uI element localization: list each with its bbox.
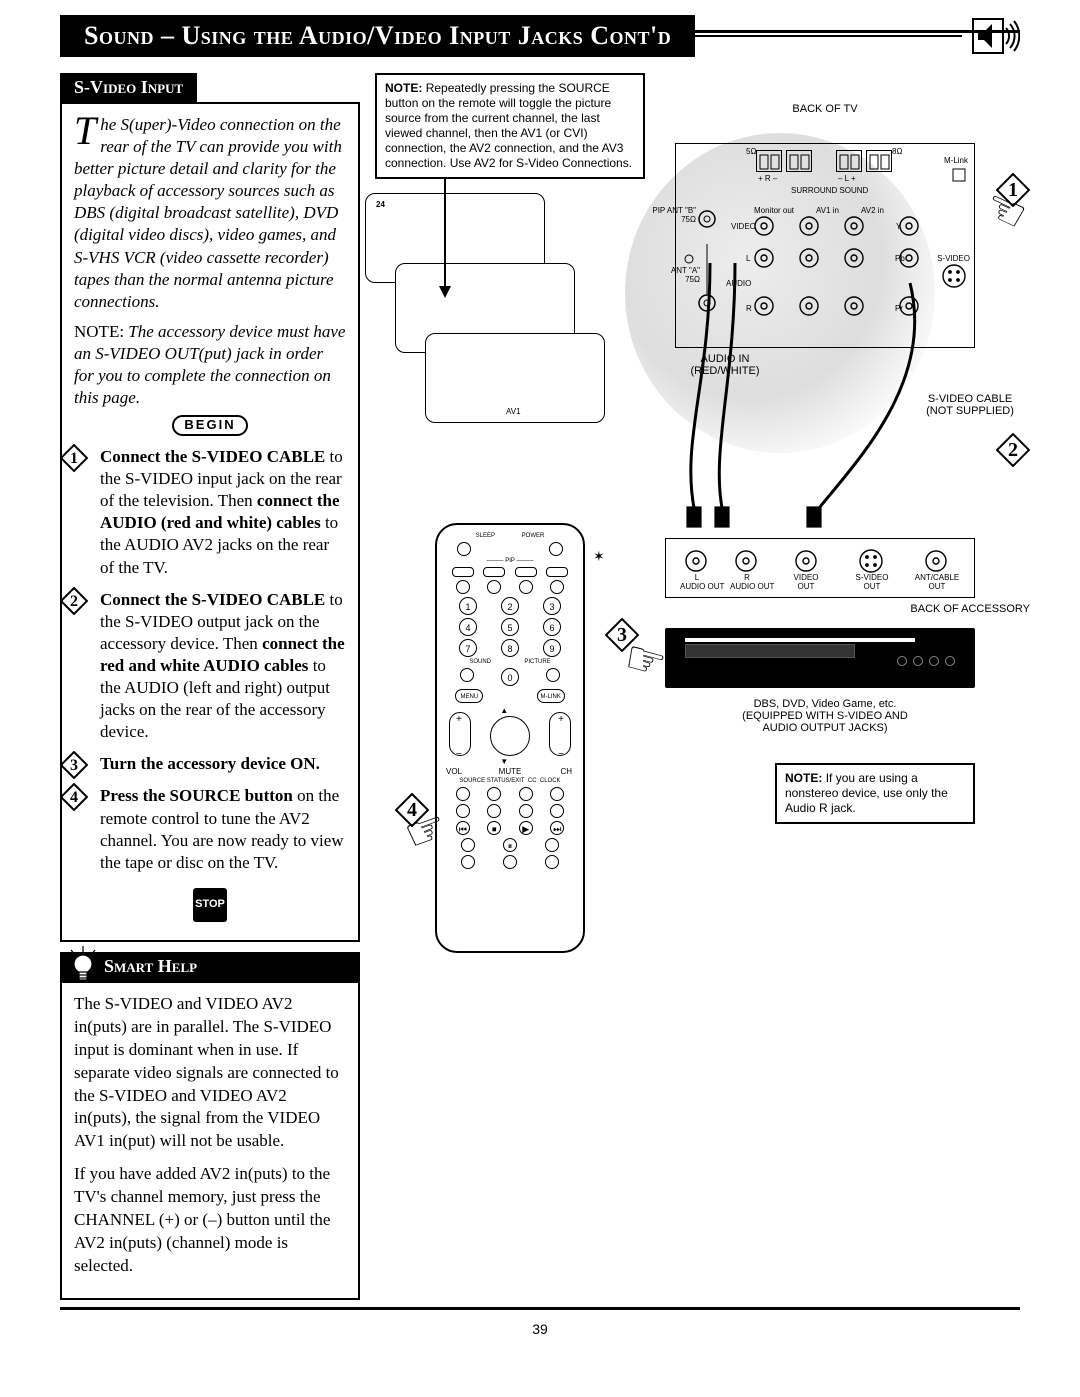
acc-ant: ANT/CABLE OUT <box>912 573 962 591</box>
acc-r: R AUDIO OUT <box>730 573 764 591</box>
accessory-jack-row: L AUDIO OUT R AUDIO OUT VIDEO OUT S-VIDE… <box>665 538 975 598</box>
title-bar: Sound – Using the Audio/Video Input Jack… <box>60 15 1020 57</box>
num-5: 5 <box>501 618 519 636</box>
speaker-terminal <box>756 150 782 172</box>
note-text: NOTE: The accessory device must have an … <box>74 321 346 409</box>
av1-label: AV1 <box>506 407 521 416</box>
acc-video: VIDEO OUT <box>786 573 826 591</box>
source-label: SOURCE <box>459 778 485 784</box>
step-lead: Press the SOURCE button <box>100 786 293 805</box>
step-3: 3 Turn the accessory device ON. <box>74 753 346 775</box>
acc-svideo: S-VIDEO OUT <box>850 573 894 591</box>
cables <box>675 263 995 543</box>
begin-badge: BEGIN <box>172 415 247 436</box>
smart-p2: If you have added AV2 in(puts) to the TV… <box>74 1163 346 1278</box>
tv-outline-av1: AV1 <box>425 333 605 423</box>
mlink-label: M-Link <box>944 156 968 165</box>
svg-text:2: 2 <box>1008 439 1018 461</box>
nonstereo-note: NOTE: If you are using a nonstereo devic… <box>775 763 975 824</box>
tv-num: 24 <box>376 200 385 209</box>
intro-box: The S(uper)-Video connection on the rear… <box>60 102 360 942</box>
plus-r: + R – <box>758 174 777 183</box>
remote-control: SLEEP POWER ──── PIP ──── 123 456 789 SO… <box>435 523 585 953</box>
smart-help-text: Smart Help <box>104 956 197 976</box>
right-column: NOTE: Repeatedly pressing the SOURCE but… <box>375 73 1020 1300</box>
svg-text:3: 3 <box>617 624 627 646</box>
page-number: 39 <box>60 1321 1020 1337</box>
acc-l: L AUDIO OUT <box>680 573 714 591</box>
svg-text:1: 1 <box>70 450 78 467</box>
av2in-label: AV2 in <box>861 206 884 215</box>
mlink-port <box>952 168 966 182</box>
source-note-box: NOTE: Repeatedly pressing the SOURCE but… <box>375 73 645 179</box>
intro-body: he S(uper)-Video connection on the rear … <box>74 115 342 311</box>
back-of-tv-label: BACK OF TV <box>765 103 885 115</box>
menu-btn: MENU <box>455 689 483 703</box>
l-label: L <box>746 254 750 263</box>
num-3: 3 <box>543 597 561 615</box>
sparkle-icon: ✶ <box>593 548 605 565</box>
av1in-label: AV1 in <box>816 206 839 215</box>
sound-label: SOUND <box>469 659 491 665</box>
step-lead: Connect the S-VIDEO CABLE <box>100 590 325 609</box>
connection-diagram: NOTE: Repeatedly pressing the SOURCE but… <box>375 73 1020 1223</box>
smart-p1: The S-VIDEO and VIDEO AV2 in(puts) are i… <box>74 993 346 1154</box>
speaker-icon <box>972 18 1020 54</box>
surround-label: SURROUND SOUND <box>791 186 868 195</box>
minus-l: – L + <box>838 174 856 183</box>
step-diamond-icon: 3 <box>60 751 88 779</box>
bulb-icon <box>66 946 100 994</box>
left-column: S-Video Input The S(uper)-Video connecti… <box>60 73 360 1300</box>
steps-list: 1 Connect the S-VIDEO CABLE to the S-VID… <box>74 446 346 922</box>
num-0: 0 <box>501 668 519 686</box>
num-4: 4 <box>459 618 477 636</box>
svg-text:4: 4 <box>70 789 78 806</box>
speaker-terminal <box>836 150 862 172</box>
step-1: 1 Connect the S-VIDEO CABLE to the S-VID… <box>74 446 346 579</box>
num-9: 9 <box>543 639 561 657</box>
power-label: POWER <box>522 533 545 539</box>
source-note-text: Repeatedly pressing the SOURCE button on… <box>385 81 632 170</box>
page-title: Sound – Using the Audio/Video Input Jack… <box>60 15 695 57</box>
dropcap: T <box>74 114 96 148</box>
pip-ant-b: PIP ANT "B" 75Ω <box>626 206 696 224</box>
num-6: 6 <box>543 618 561 636</box>
smart-help-label: Smart Help <box>60 952 360 981</box>
step-2: 2 Connect the S-VIDEO CABLE to the S-VID… <box>74 589 346 744</box>
step-diamond-icon: 2 <box>60 587 88 615</box>
arrow-icon <box>435 178 455 298</box>
svideo-label: S-Video Input <box>60 73 197 102</box>
note-prefix: NOTE: <box>74 322 124 341</box>
num-8: 8 <box>501 639 519 657</box>
step-4: 4 Press the SOURCE button on the remote … <box>74 785 346 873</box>
callout-diamond-icon: 2 <box>996 433 1030 467</box>
back-of-accessory-label: BACK OF ACCESSORY <box>860 603 1030 615</box>
speaker-terminal <box>786 150 812 172</box>
intro-text: The S(uper)-Video connection on the rear… <box>74 114 346 313</box>
smart-help-box: The S-VIDEO and VIDEO AV2 in(puts) are i… <box>60 981 360 1300</box>
vol-label: VOL <box>446 767 462 776</box>
svg-text:2: 2 <box>70 593 78 610</box>
picture-label: PICTURE <box>524 659 550 665</box>
stop-badge: STOP <box>193 888 227 922</box>
step-diamond-icon: 1 <box>60 444 88 472</box>
dbs-caption: DBS, DVD, Video Game, etc. (EQUIPPED WIT… <box>695 698 955 734</box>
step-lead: Turn the accessory device ON. <box>100 754 320 773</box>
num-7: 7 <box>459 639 477 657</box>
video-label: VIDEO <box>731 222 756 231</box>
accessory-device <box>665 628 975 688</box>
svg-text:3: 3 <box>70 757 78 774</box>
sleep-label: SLEEP <box>476 533 495 539</box>
monitor-out-label: Monitor out <box>754 206 794 215</box>
jack-icon <box>698 210 716 228</box>
mlink-btn: M-LINK <box>537 689 565 703</box>
num-1: 1 <box>459 597 477 615</box>
num-2: 2 <box>501 597 519 615</box>
step-diamond-icon: 4 <box>60 783 88 811</box>
ch-label: CH <box>560 767 572 776</box>
mute-label: MUTE <box>499 767 522 776</box>
title-rule <box>695 35 962 37</box>
speaker-terminal <box>866 150 892 172</box>
step-lead: Connect the S-VIDEO CABLE <box>100 447 325 466</box>
